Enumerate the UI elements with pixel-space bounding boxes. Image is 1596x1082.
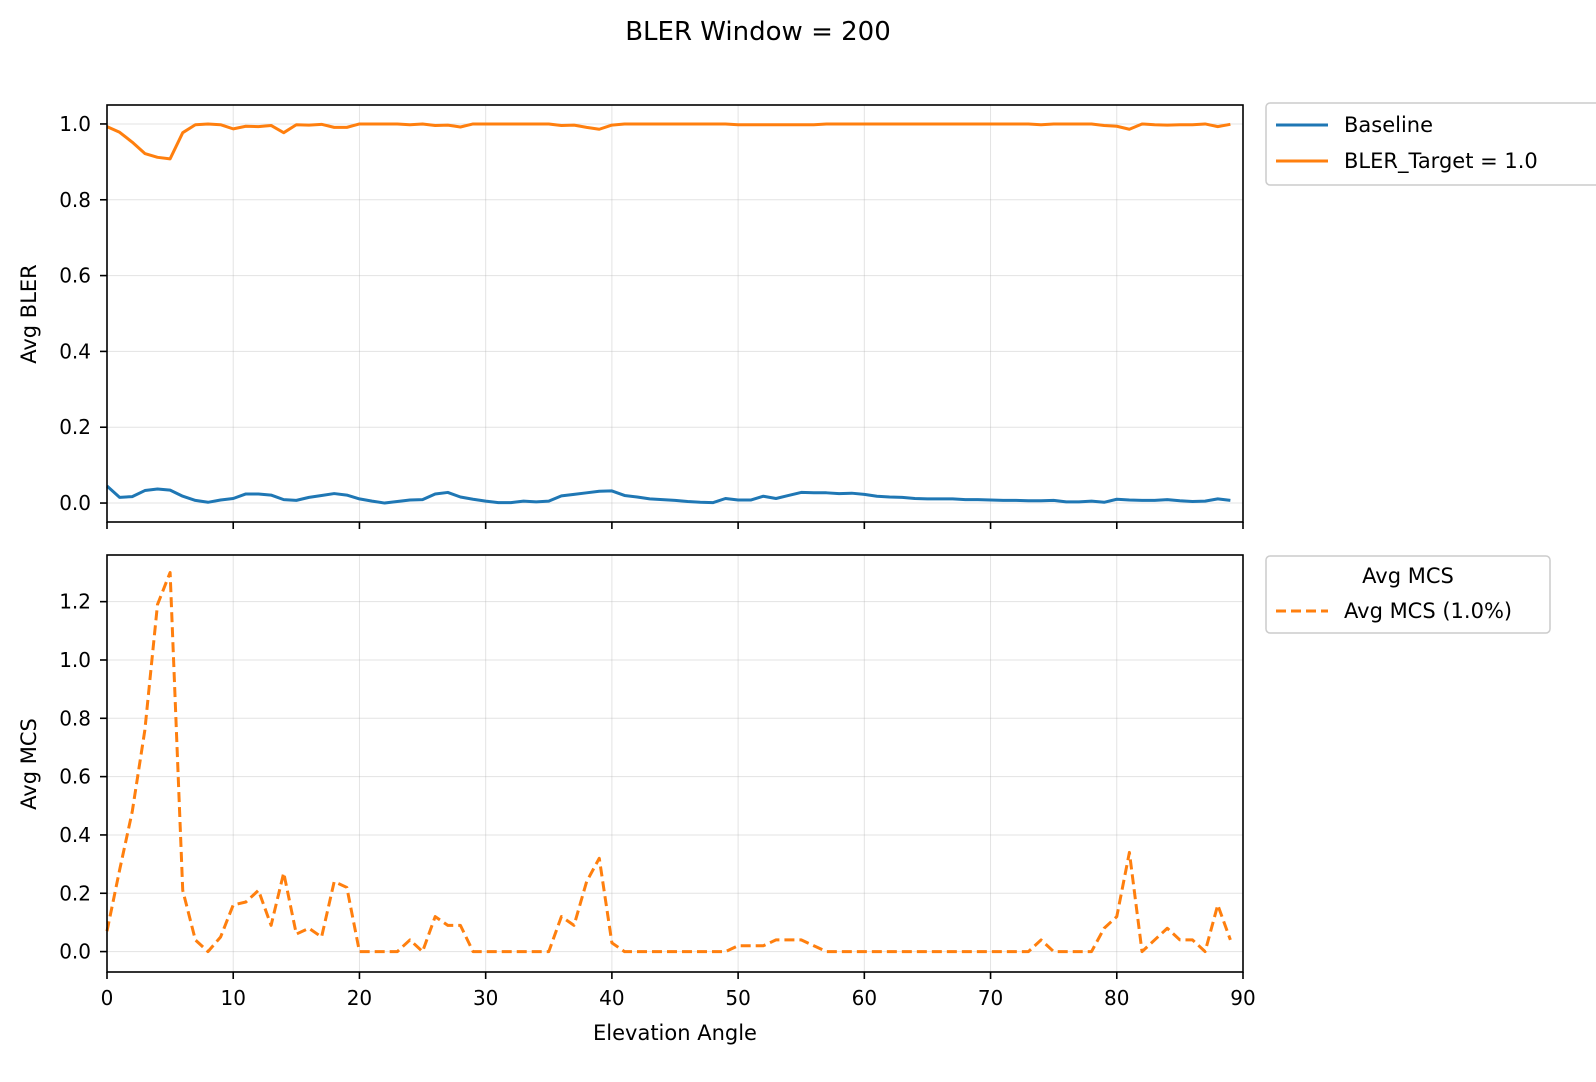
mcs-y-axis-label: Avg MCS [17, 718, 41, 810]
x-tick-label: 70 [978, 986, 1003, 1010]
x-tick-label: 50 [725, 986, 750, 1010]
mcs-gridlines [106, 555, 1244, 972]
x-tick-label: 60 [852, 986, 877, 1010]
x-tick-label: 80 [1104, 986, 1129, 1010]
mcs-plot-frame [106, 554, 1244, 973]
mcs-ticks: 0 10 20 30 40 50 60 70 80 90 0.0 0.2 0.4 0.6 0.8 1.0 1.2 [59, 590, 1256, 1010]
mcs-legend-box [1265, 555, 1551, 634]
mcs-panel: 0 10 20 30 40 50 60 70 80 90 0.0 0.2 0.4 0.6 0.8 1.0 1.2… [17, 554, 1551, 1045]
bler-y-axis-label: Avg BLER [17, 264, 41, 364]
y-tick-label: 0.6 [59, 264, 91, 288]
y-tick-label: 0.0 [59, 491, 91, 515]
y-tick-label: 0.6 [59, 765, 91, 789]
y-tick-label: 0.0 [59, 940, 91, 964]
bler-panel: 0.0 0.2 0.4 0.6 0.8 1.0 Avg BLER Baseline BLE… [17, 102, 1596, 529]
series-line-baseline [105, 484, 1231, 505]
legend-label-baseline: Baseline [1344, 113, 1433, 137]
mcs-legend: Avg MCS Avg MCS (1.0%) [1265, 555, 1551, 634]
y-tick-label: 1.0 [59, 112, 91, 136]
x-tick-label: 30 [473, 986, 498, 1010]
bler-legend-box [1265, 102, 1596, 186]
mcs-series-group [105, 571, 1232, 954]
y-tick-label: 0.8 [59, 706, 91, 730]
bler-legend: Baseline BLER_Target = 1.0 [1265, 102, 1596, 186]
bler-plot-frame [106, 104, 1244, 523]
series-line-avg-mcs-1-0 [105, 571, 1232, 954]
legend-label-bler-target: BLER_Target = 1.0 [1344, 149, 1538, 174]
y-tick-label: 0.4 [59, 339, 91, 363]
x-tick-label: 20 [347, 986, 372, 1010]
y-tick-label: 0.2 [59, 415, 91, 439]
y-tick-label: 1.0 [59, 648, 91, 672]
x-tick-label: 10 [220, 986, 245, 1010]
bler-series-group [105, 122, 1231, 505]
y-tick-label: 0.8 [59, 188, 91, 212]
mcs-legend-title: Avg MCS [1362, 564, 1454, 588]
y-tick-label: 0.2 [59, 881, 91, 905]
x-tick-label: 0 [101, 986, 114, 1010]
y-tick-label: 1.2 [59, 590, 91, 614]
chart-title: BLER Window = 200 [625, 17, 891, 47]
series-line-bler-target-1-0 [106, 122, 1231, 161]
y-tick-label: 0.4 [59, 823, 91, 847]
x-tick-label: 40 [599, 986, 624, 1010]
bler-ticks: 0.0 0.2 0.4 0.6 0.8 1.0 [59, 112, 1244, 529]
bler-gridlines [106, 105, 1244, 522]
x-axis-label: Elevation Angle [593, 1021, 757, 1045]
x-tick-label: 90 [1230, 986, 1255, 1010]
legend-label-avg-mcs: Avg MCS (1.0%) [1344, 599, 1512, 623]
